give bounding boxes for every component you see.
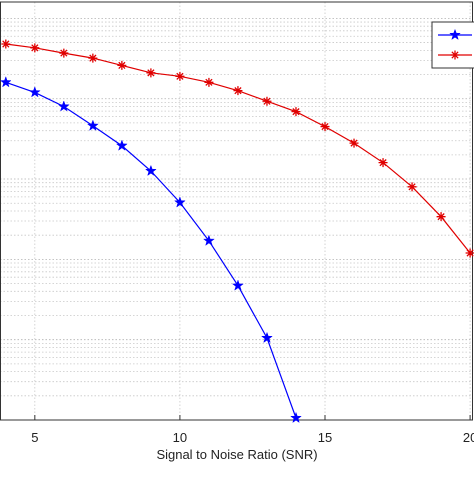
- marker: [1, 39, 11, 49]
- marker: [262, 96, 272, 106]
- marker: [233, 86, 243, 96]
- x-tick-label: 15: [318, 430, 332, 445]
- marker: [115, 139, 128, 151]
- marker: [0, 76, 12, 88]
- legend-box: [431, 21, 474, 69]
- marker: [30, 43, 40, 53]
- marker: [57, 100, 70, 112]
- series-line: [5, 43, 471, 254]
- x-axis-label: Signal to Noise Ratio (SNR): [156, 447, 317, 462]
- marker: [320, 122, 330, 132]
- marker: [231, 279, 244, 291]
- legend-marker: [449, 28, 461, 41]
- marker: [173, 196, 186, 208]
- marker: [117, 60, 127, 70]
- marker: [202, 234, 215, 246]
- x-tick-label: 5: [31, 430, 38, 445]
- plot-frame: [0, 1, 473, 421]
- legend-marker: [450, 50, 460, 60]
- marker: [144, 164, 157, 177]
- marker: [175, 71, 185, 81]
- marker: [146, 68, 156, 78]
- marker: [204, 77, 214, 87]
- marker: [436, 212, 446, 222]
- marker: [28, 86, 41, 98]
- series-line: [5, 81, 297, 419]
- marker: [407, 182, 417, 192]
- x-tick-label: 20: [463, 430, 474, 445]
- marker: [465, 248, 474, 258]
- marker: [378, 158, 388, 168]
- marker: [349, 138, 359, 148]
- marker: [291, 107, 301, 117]
- marker: [59, 48, 69, 58]
- marker: [290, 411, 302, 424]
- x-tick-label: 10: [173, 430, 187, 445]
- marker: [88, 53, 98, 63]
- marker: [86, 119, 99, 131]
- marker: [260, 331, 273, 344]
